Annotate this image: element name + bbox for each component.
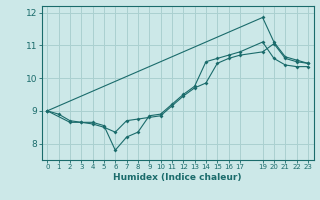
X-axis label: Humidex (Indice chaleur): Humidex (Indice chaleur) — [113, 173, 242, 182]
